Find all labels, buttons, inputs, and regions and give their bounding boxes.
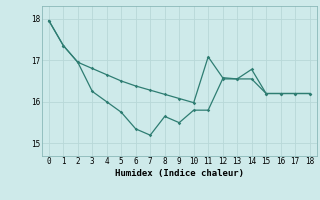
X-axis label: Humidex (Indice chaleur): Humidex (Indice chaleur) xyxy=(115,169,244,178)
